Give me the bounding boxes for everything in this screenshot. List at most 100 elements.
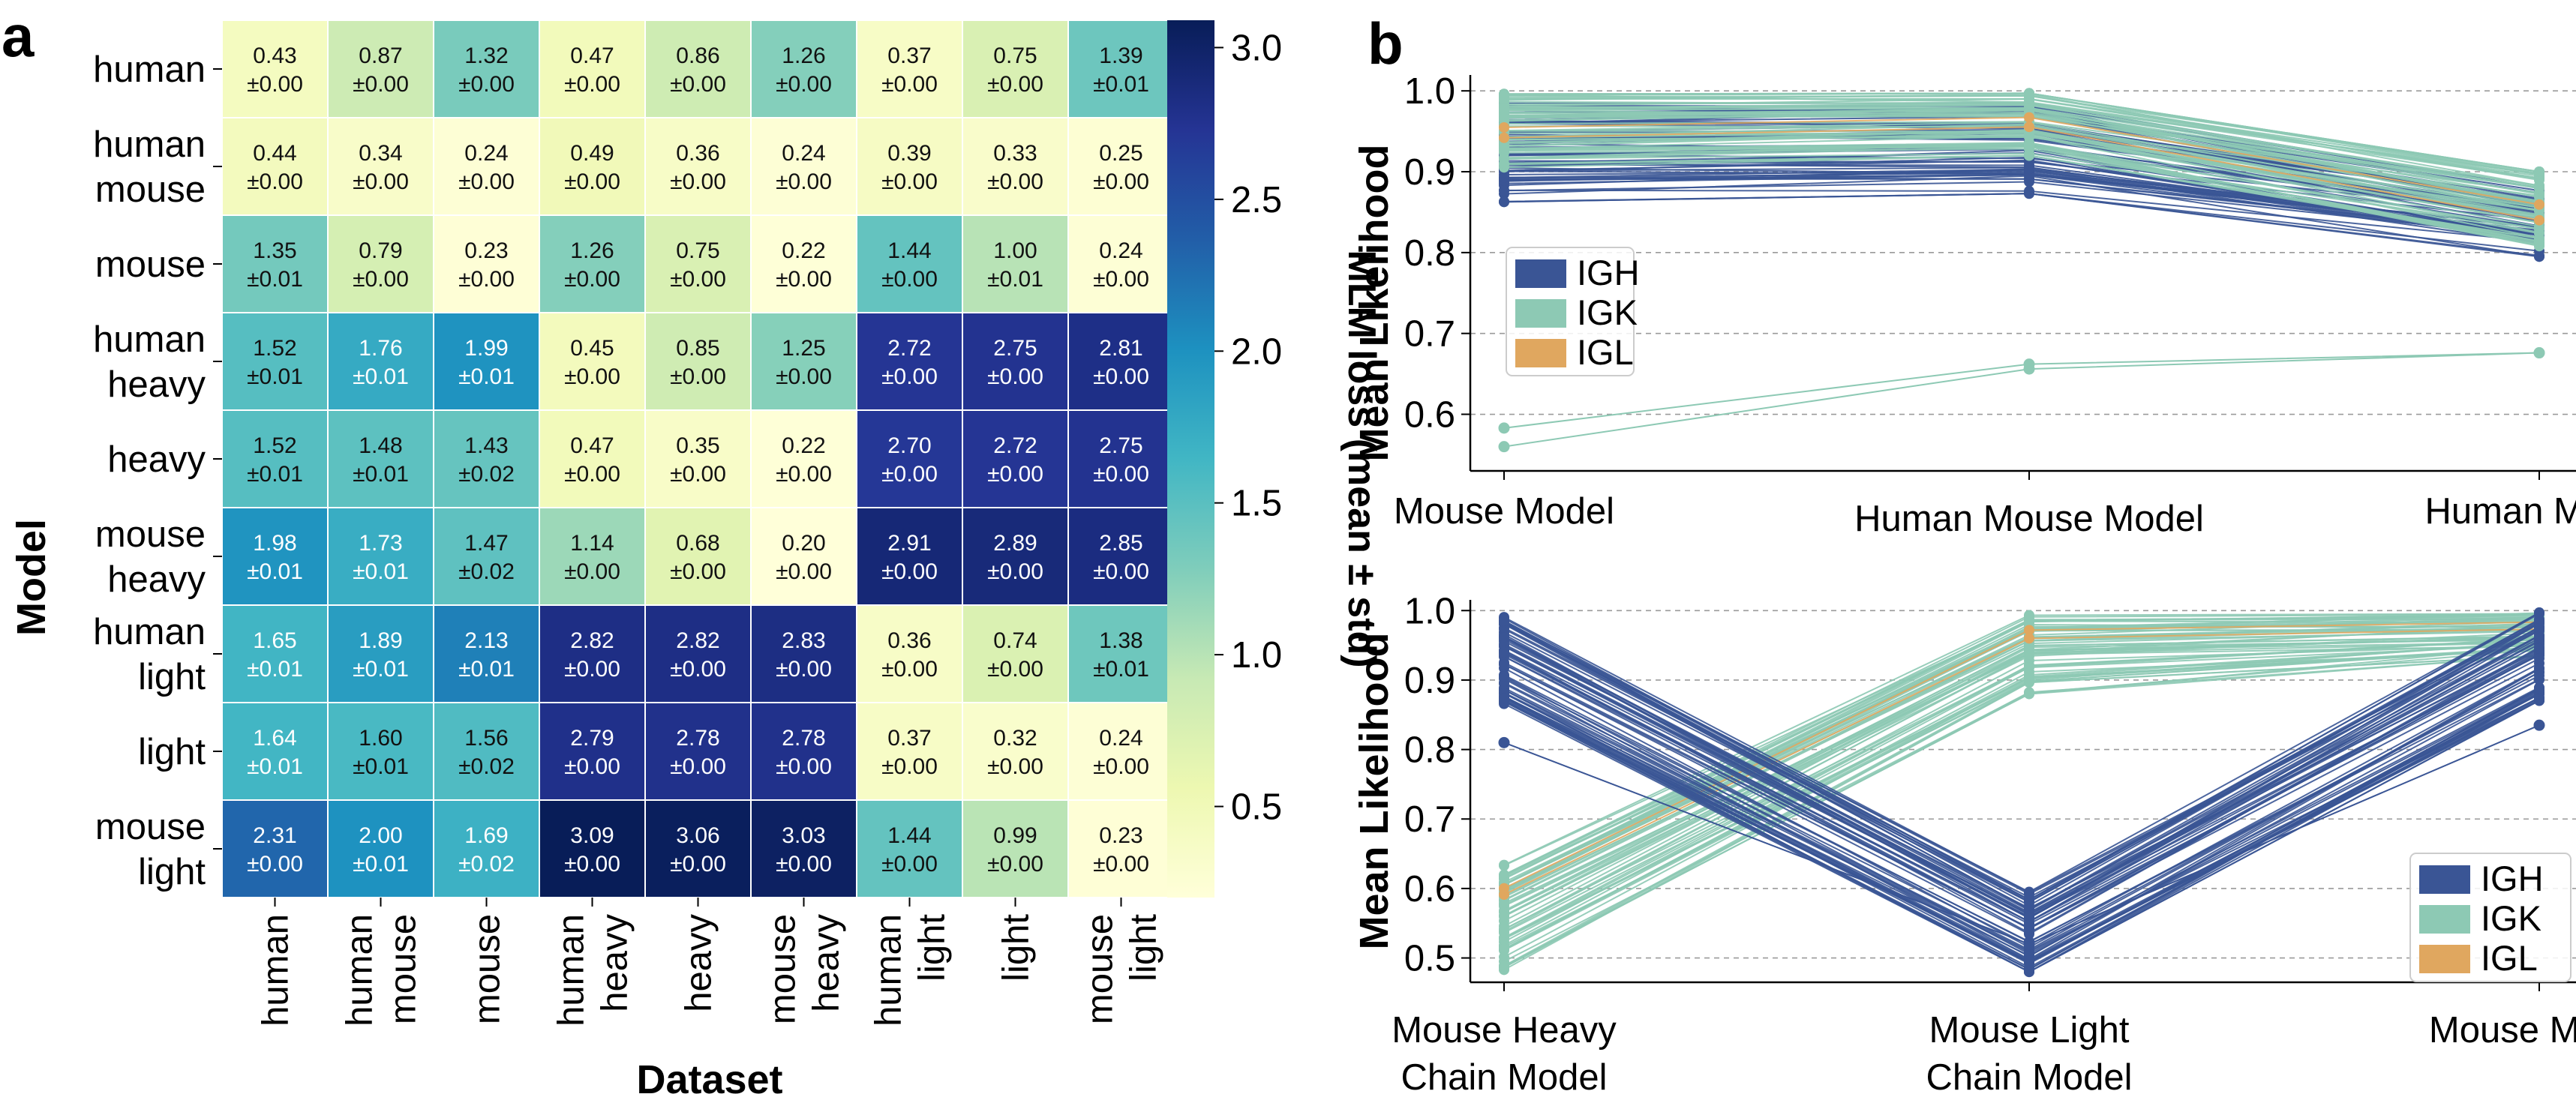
series-point-igh <box>2024 185 2034 196</box>
legend-swatch-igl <box>1515 339 1566 367</box>
heatmap-cell-mean: 2.79 <box>570 726 614 751</box>
x-tick-label: Mouse Model <box>2429 1010 2576 1051</box>
heatmap-cell-mean: 1.48 <box>359 433 402 458</box>
x-tick-label: Human Model <box>2424 491 2576 532</box>
heatmap-cell-std: ±0.02 <box>458 852 515 877</box>
heatmap-cell <box>856 604 963 703</box>
heatmap-cell <box>539 117 646 216</box>
series-point-igh <box>1499 184 1509 196</box>
heatmap-cell <box>750 409 857 508</box>
heatmap-cell-mean: 3.03 <box>782 823 825 848</box>
heatmap-col-label: heavy <box>679 914 719 1012</box>
heatmap-cell <box>644 214 752 313</box>
heatmap-cell-std: ±0.01 <box>987 267 1043 292</box>
bottom-y-axis-label: Mean Likelihood <box>1352 632 1397 949</box>
heatmap-cell <box>750 507 857 606</box>
heatmap-cell <box>539 409 646 508</box>
y-tick-label: 0.9 <box>1404 152 1455 193</box>
series-point-igl <box>2534 199 2544 210</box>
heatmap-cell <box>856 19 963 118</box>
heatmap-cell-std: ±0.00 <box>881 657 938 682</box>
heatmap-cell-std: ±0.00 <box>564 267 620 292</box>
heatmap-cell-mean: 1.56 <box>464 726 508 751</box>
series-point-igh <box>1499 172 1509 183</box>
heatmap-cell-std: ±0.00 <box>881 754 938 779</box>
heatmap-y-axis-label: Model <box>9 519 54 636</box>
heatmap-cell <box>1067 604 1175 703</box>
y-tick-label: 0.8 <box>1404 233 1455 274</box>
heatmap-cell-std: ±0.00 <box>987 169 1043 194</box>
heatmap-cell-std: ±0.00 <box>353 72 409 97</box>
series-point-igk <box>2024 614 2034 625</box>
heatmap-col-label: light <box>912 914 953 982</box>
heatmap-cell <box>221 117 329 216</box>
heatmap-cell-mean: 0.34 <box>359 141 402 166</box>
heatmap-cell-mean: 0.32 <box>993 726 1037 751</box>
heatmap-cell-mean: 2.83 <box>782 628 825 653</box>
heatmap-cell <box>433 312 540 411</box>
x-tick-label: Mouse Heavy <box>1392 1010 1617 1051</box>
heatmap-cell-mean: 0.99 <box>993 823 1037 848</box>
heatmap-cell <box>644 312 752 411</box>
heatmap-cell-mean: 1.65 <box>253 628 296 653</box>
series-point-igh <box>2534 643 2544 655</box>
series-point-igh <box>2534 670 2544 681</box>
heatmap-cell-std: ±0.02 <box>458 462 515 487</box>
heatmap-cell-std: ±0.02 <box>458 559 515 584</box>
heatmap-cell-mean: 2.78 <box>782 726 825 751</box>
heatmap-cell <box>750 214 857 313</box>
heatmap-cell <box>221 702 329 801</box>
series-point-igk <box>2024 150 2034 161</box>
heatmap-cell-std: ±0.00 <box>881 169 938 194</box>
heatmap-cell-mean: 1.35 <box>253 238 296 263</box>
heatmap-cell-std: ±0.00 <box>564 462 620 487</box>
legend-swatch-igh <box>2419 865 2470 894</box>
heatmap-cell-mean: 0.86 <box>676 43 719 68</box>
heatmap-cell <box>644 604 752 703</box>
x-tick-label: Mouse Light <box>1929 1010 2130 1051</box>
legend-label-igl: IGL <box>1577 332 1634 372</box>
heatmap-cell <box>221 604 329 703</box>
heatmap-cell <box>221 799 329 898</box>
heatmap-cell <box>962 702 1069 801</box>
heatmap-cell <box>221 409 329 508</box>
heatmap-cell <box>433 409 540 508</box>
heatmap-cell-std: ±0.00 <box>564 754 620 779</box>
heatmap-cell-mean: 2.89 <box>993 531 1037 556</box>
series-point-igh <box>2534 250 2544 261</box>
heatmap-cell <box>856 312 963 411</box>
heatmap-cell-std: ±0.00 <box>670 169 726 194</box>
heatmap-cell-std: ±0.01 <box>247 462 303 487</box>
heatmap-cell-std: ±0.00 <box>987 559 1043 584</box>
heatmap-cell-mean: 0.33 <box>993 141 1037 166</box>
heatmap-cell <box>327 507 434 606</box>
series-point-igh <box>2534 663 2544 674</box>
heatmap-cell-mean: 2.31 <box>253 823 296 848</box>
heatmap-cell-std: ±0.00 <box>776 364 832 389</box>
y-tick-label: 0.6 <box>1404 395 1455 436</box>
heatmap-row-label: light <box>138 852 206 892</box>
heatmap-cell <box>644 702 752 801</box>
series-point-igk <box>1499 103 1509 114</box>
heatmap-cell-mean: 0.37 <box>887 726 931 751</box>
series-point-igh <box>2024 911 2034 922</box>
heatmap-cell-std: ±0.00 <box>776 169 832 194</box>
heatmap-cell <box>1067 507 1175 606</box>
heatmap-cell-std: ±0.00 <box>776 754 832 779</box>
heatmap-cell-mean: 0.85 <box>676 336 719 361</box>
heatmap-cell-std: ±0.00 <box>881 364 938 389</box>
heatmap-cell <box>1067 214 1175 313</box>
heatmap-cell-std: ±0.00 <box>353 267 409 292</box>
series-point-igh <box>1499 615 1509 626</box>
heatmap-cell-std: ±0.00 <box>670 267 726 292</box>
heatmap-cell <box>539 214 646 313</box>
series-point-igh <box>1499 693 1509 704</box>
heatmap-cell-std: ±0.00 <box>881 559 938 584</box>
heatmap-cell-std: ±0.00 <box>670 559 726 584</box>
y-tick-label: 0.8 <box>1404 730 1455 771</box>
heatmap-cell <box>539 507 646 606</box>
heatmap-cell-mean: 0.74 <box>993 628 1037 653</box>
y-tick-label: 0.5 <box>1404 939 1455 979</box>
